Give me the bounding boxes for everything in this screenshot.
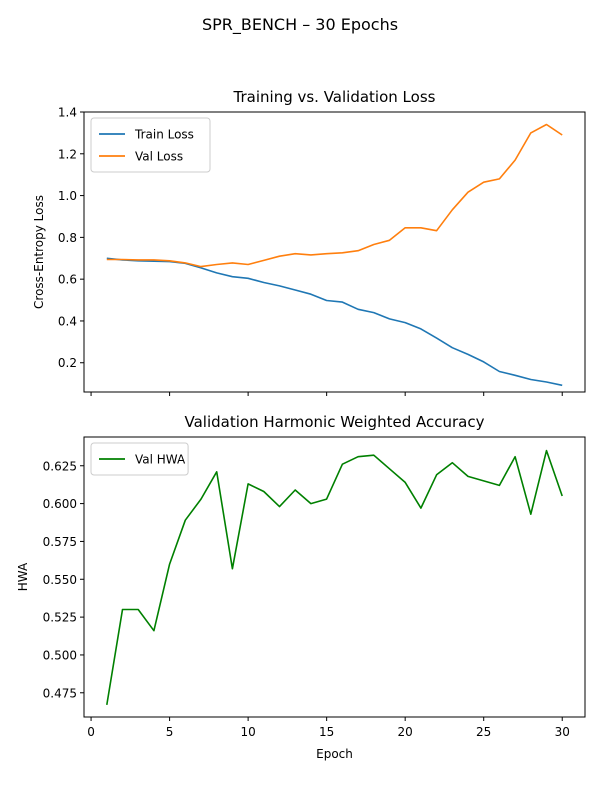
hwa-chart-xtick-label: 20 [398, 725, 413, 739]
loss-chart-ylabel: Cross-Entropy Loss [32, 195, 46, 309]
loss-chart-legend: Train Loss Val Loss [90, 117, 211, 173]
loss-chart-ytick-label: 1.2 [58, 147, 77, 161]
loss-chart-legend-label: Val Loss [135, 150, 183, 164]
hwa-chart-xtick-label: 0 [87, 725, 95, 739]
loss-chart: Training vs. Validation Loss Cross-Entro… [32, 88, 586, 396]
hwa-chart-ytick-label: 0.550 [43, 573, 77, 587]
hwa-chart-xtick-label: 15 [319, 725, 334, 739]
hwa-chart-ytick-label: 0.525 [43, 611, 77, 625]
loss-chart-lines [106, 123, 563, 387]
loss-chart-ytick-label: 0.2 [58, 356, 77, 370]
hwa-chart-ytick-label: 0.600 [43, 497, 77, 511]
hwa-chart-legend-label: Val HWA [135, 453, 186, 467]
hwa-chart-ytick-label: 0.475 [43, 686, 77, 700]
loss-chart-frame [83, 111, 586, 393]
hwa-chart-xtick-label: 25 [476, 725, 491, 739]
hwa-chart-ticks: 0.475 0.500 0.525 0.550 0.575 0.600 0.625 0 5 10 1… [43, 459, 570, 739]
hwa-chart-ytick-label: 0.575 [43, 535, 77, 549]
hwa-chart-ytick-label: 0.500 [43, 648, 77, 662]
hwa-chart-xtick-label: 5 [166, 725, 174, 739]
hwa-chart-lines [106, 449, 563, 706]
hwa-chart-frame [83, 436, 586, 718]
loss-chart-ytick-label: 0.8 [58, 231, 77, 245]
loss-chart-ytick-label: 1.4 [58, 106, 77, 120]
loss-chart-legend-label: Train Loss [134, 128, 194, 142]
loss-chart-ytick-label: 1.0 [58, 189, 77, 203]
hwa-chart-legend-box [90, 442, 189, 476]
loss-chart-ytick-label: 0.6 [58, 273, 77, 287]
hwa-chart-xtick-label: 30 [555, 725, 570, 739]
hwa-chart-ytick-label: 0.625 [43, 459, 77, 473]
hwa-chart-series-val-hwa [106, 449, 563, 706]
hwa-chart-ylabel: HWA [16, 562, 30, 591]
loss-chart-ticks: 0.2 0.4 0.6 0.8 1.0 1.2 1.4 [58, 106, 563, 396]
loss-chart-title: Training vs. Validation Loss [233, 88, 436, 106]
hwa-chart-xlabel: Epoch [316, 747, 353, 761]
loss-chart-series-val-loss [106, 123, 563, 268]
loss-chart-ytick-label: 0.4 [58, 314, 77, 328]
figure-suptitle: SPR_BENCH – 30 Epochs [202, 15, 398, 35]
loss-chart-legend-box [90, 117, 211, 173]
hwa-chart-title: Validation Harmonic Weighted Accuracy [185, 413, 485, 431]
hwa-chart-xtick-label: 10 [240, 725, 255, 739]
hwa-chart: Validation Harmonic Weighted Accuracy HW… [16, 413, 586, 761]
loss-chart-series-train-loss [106, 257, 563, 387]
hwa-chart-legend: Val HWA [90, 442, 189, 476]
